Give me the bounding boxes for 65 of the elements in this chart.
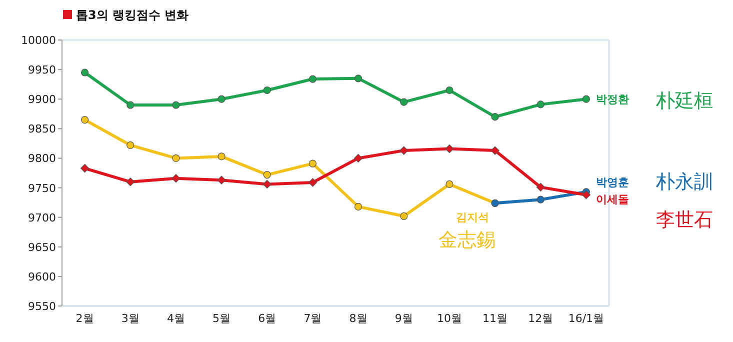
point	[354, 154, 363, 163]
y-tick-label: 9850	[28, 122, 56, 136]
point	[126, 101, 134, 109]
point	[582, 95, 590, 103]
x-tick-label: 2월	[76, 312, 94, 325]
point	[400, 98, 408, 106]
point	[263, 86, 271, 94]
point	[172, 174, 180, 183]
point	[218, 95, 226, 103]
y-tick-label: 9950	[28, 64, 56, 77]
y-tick-label: 9550	[28, 300, 56, 313]
point	[354, 74, 362, 82]
x-tick-label: 6월	[258, 312, 276, 325]
point	[536, 196, 544, 204]
y-tick-label: 9700	[28, 211, 56, 224]
series-label: 박정환	[596, 93, 630, 106]
point	[218, 152, 226, 160]
text: 朴廷桓	[655, 90, 713, 112]
point	[262, 180, 272, 189]
point	[126, 141, 134, 150]
point	[80, 164, 90, 173]
point	[490, 146, 500, 155]
x-tick-label: 11월	[482, 312, 508, 325]
y-tick-label: 9800	[28, 152, 56, 166]
point	[536, 100, 544, 108]
y-tick-label: 9650	[28, 240, 56, 254]
point	[491, 113, 499, 121]
point	[400, 146, 408, 155]
chart-title: 톱3의 랭킹점수 변화	[76, 8, 189, 22]
point	[582, 190, 591, 200]
annotation: 金志錫	[438, 229, 496, 251]
x-tick-label: 16/1월	[568, 312, 604, 325]
x-tick-label: 8월	[349, 312, 368, 325]
x-tick-label: 3월	[121, 312, 140, 325]
x-tick-label: 5월	[212, 312, 231, 325]
point	[354, 202, 362, 210]
point	[446, 86, 454, 94]
point	[308, 75, 317, 83]
point	[308, 178, 318, 187]
y-tick-label: 10000	[21, 34, 56, 47]
point	[80, 116, 89, 124]
x-tick-label: 12월	[528, 312, 554, 325]
point	[446, 180, 454, 188]
y-tick-label: 9750	[28, 182, 56, 195]
point	[536, 182, 545, 192]
x-tick-label: 4월	[166, 312, 185, 325]
text: 李世石	[656, 209, 713, 231]
point	[308, 160, 317, 168]
point	[400, 212, 408, 220]
point	[172, 101, 180, 109]
series-label: 김지석	[456, 211, 489, 224]
point	[172, 154, 180, 162]
x-tick-label: 9월	[394, 312, 413, 325]
y-tick-label: 9600	[28, 270, 56, 284]
x-tick-label: 7월	[304, 312, 322, 325]
point	[217, 176, 226, 184]
y-tick-label: 9900	[28, 93, 56, 106]
point	[445, 144, 454, 154]
text: 朴永訓	[655, 171, 713, 193]
x-tick-label: 10월	[436, 312, 462, 325]
point	[80, 68, 89, 76]
series-label: 이세돌	[596, 192, 630, 206]
point	[263, 170, 271, 179]
series-label: 박영훈	[596, 176, 630, 189]
point	[126, 178, 135, 186]
